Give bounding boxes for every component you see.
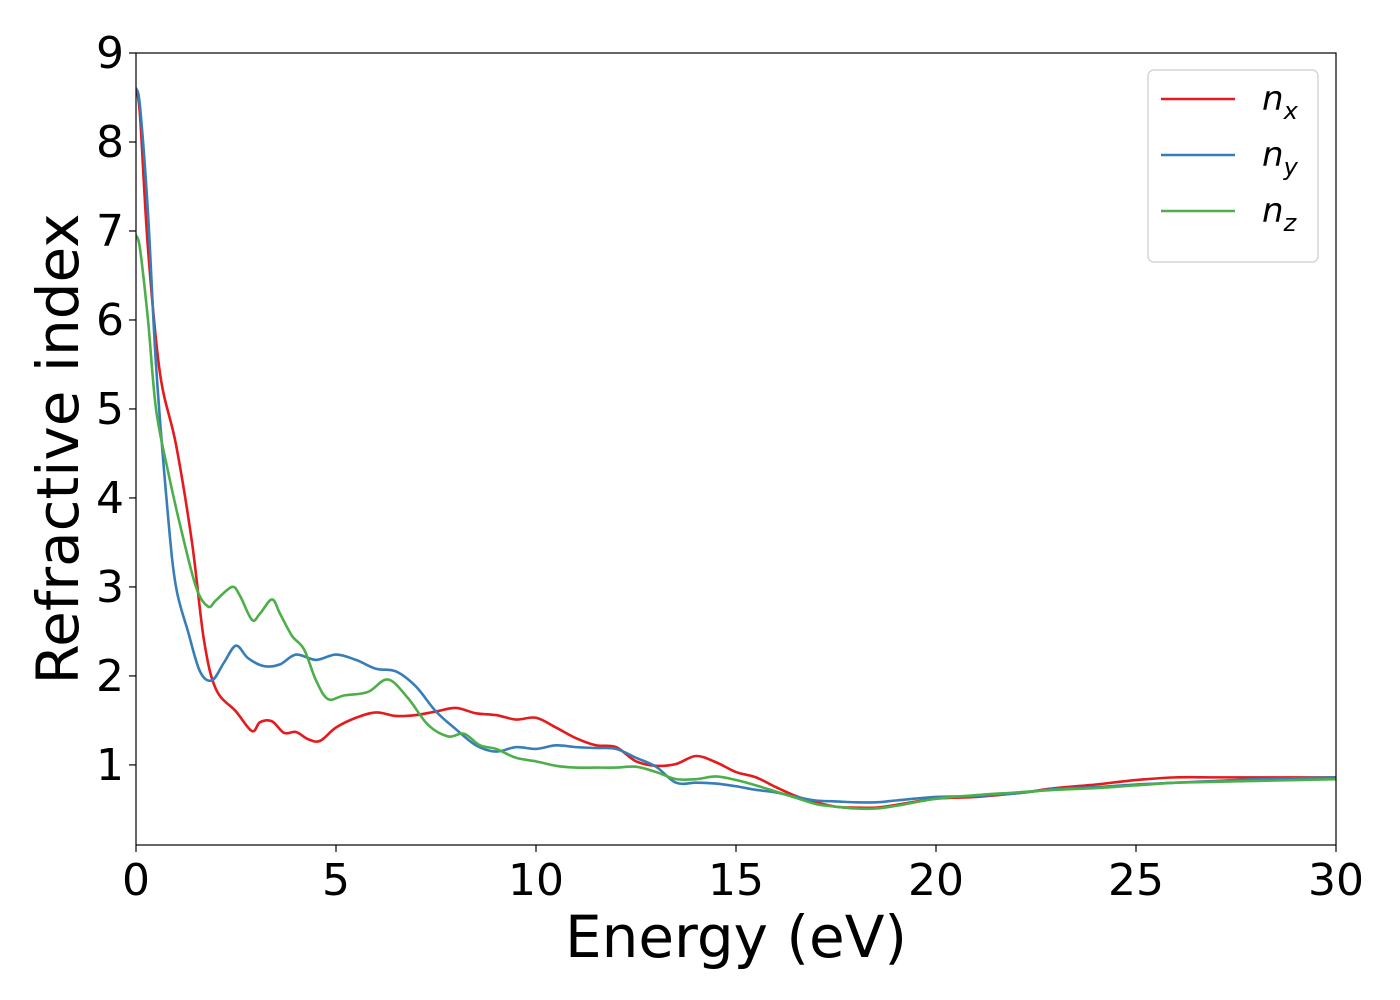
y-tick-label: 5 [96,384,124,435]
y-tick-label: 7 [96,206,124,257]
y-axis-label: Refractive index [24,213,92,684]
legend-label-y: ny [1262,135,1299,181]
x-tick-label: 10 [508,855,564,906]
y-tick-label: 8 [96,117,124,168]
x-tick-label: 20 [908,855,964,906]
y-tick-label: 9 [96,28,124,79]
y-axis-ticks: 1 2 3 4 5 6 7 8 9 [96,28,136,791]
y-tick-label: 6 [96,295,124,346]
x-axis-ticks: 0 5 10 15 20 25 30 [122,845,1364,906]
legend: nx ny nz [1147,69,1319,263]
y-tick-label: 3 [96,562,124,613]
legend-box [1147,69,1319,263]
legend-label-z: nz [1262,191,1298,237]
legend-label-x: nx [1262,79,1299,125]
y-tick-label: 1 [96,740,124,791]
y-tick-label: 2 [96,651,124,702]
x-tick-label: 5 [322,855,350,906]
y-tick-label: 4 [96,473,124,524]
series-line-z [136,234,1336,811]
series-layer [136,87,1336,811]
x-tick-label: 30 [1308,855,1364,906]
x-tick-label: 25 [1108,855,1164,906]
x-tick-label: 0 [122,855,150,906]
x-tick-label: 15 [708,855,764,906]
x-axis-label: Energy (eV) [565,903,907,971]
